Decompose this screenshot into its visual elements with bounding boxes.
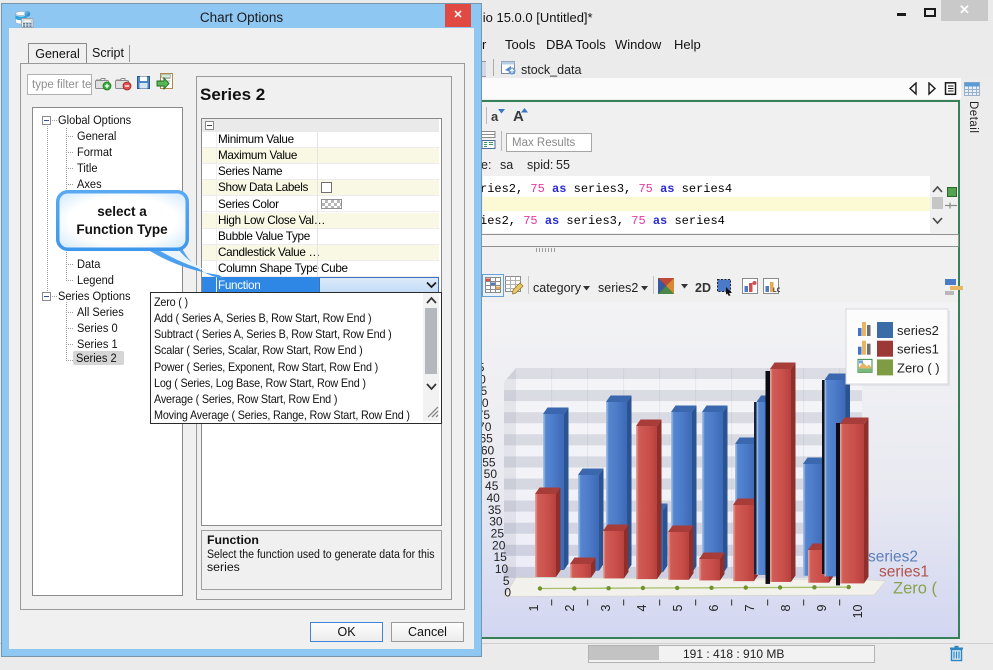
svg-text:75: 75 bbox=[481, 408, 490, 422]
svg-text:10: 10 bbox=[495, 562, 509, 576]
svg-text:select a: select a bbox=[97, 204, 147, 219]
svg-text:20: 20 bbox=[492, 538, 506, 552]
svg-text:15: 15 bbox=[493, 550, 507, 564]
svg-text:40: 40 bbox=[486, 491, 500, 505]
svg-text:10: 10 bbox=[851, 604, 865, 618]
svg-text:90: 90 bbox=[481, 372, 486, 386]
svg-text:25: 25 bbox=[491, 527, 505, 541]
svg-text:1: 1 bbox=[527, 604, 541, 611]
svg-text:series2: series2 bbox=[868, 549, 918, 566]
svg-text:35: 35 bbox=[488, 503, 502, 517]
svg-text:Function Type: Function Type bbox=[76, 222, 168, 237]
svg-text:0: 0 bbox=[504, 586, 511, 600]
svg-text:50: 50 bbox=[484, 467, 498, 481]
svg-text:80: 80 bbox=[481, 396, 489, 410]
svg-text:85: 85 bbox=[481, 384, 488, 398]
svg-text:Zero (: Zero ( bbox=[893, 580, 938, 598]
svg-text:2: 2 bbox=[563, 604, 577, 611]
svg-text:9: 9 bbox=[815, 604, 829, 611]
svg-text:6: 6 bbox=[707, 604, 721, 611]
svg-text:55: 55 bbox=[482, 455, 496, 469]
svg-text:4: 4 bbox=[635, 604, 649, 611]
svg-text:7: 7 bbox=[743, 604, 757, 611]
svg-text:3: 3 bbox=[599, 604, 613, 611]
svg-text:5: 5 bbox=[671, 604, 685, 611]
svg-text:45: 45 bbox=[485, 479, 499, 493]
svg-text:series2: series2 bbox=[897, 323, 939, 338]
svg-text:30: 30 bbox=[489, 515, 503, 529]
svg-text:Zero ( ): Zero ( ) bbox=[897, 360, 940, 375]
svg-text:60: 60 bbox=[481, 444, 495, 458]
svg-text:95: 95 bbox=[481, 361, 485, 375]
svg-text:LO: LO bbox=[773, 288, 780, 294]
svg-text:8: 8 bbox=[779, 604, 793, 611]
svg-text:series1: series1 bbox=[897, 342, 939, 357]
svg-text:65: 65 bbox=[481, 432, 493, 446]
svg-text:5: 5 bbox=[503, 574, 510, 588]
svg-text:series1: series1 bbox=[879, 564, 929, 581]
svg-text:70: 70 bbox=[481, 420, 492, 434]
